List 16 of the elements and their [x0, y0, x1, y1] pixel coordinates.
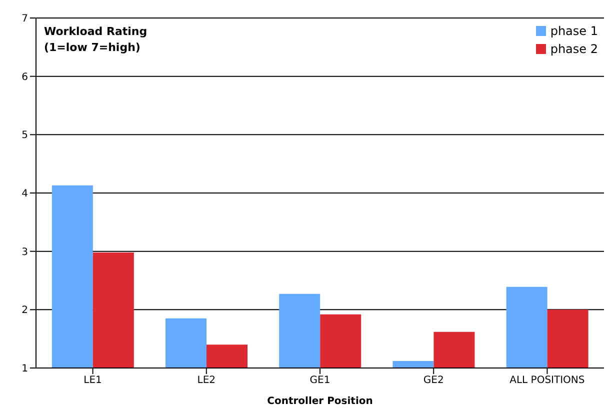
y-tick-label: 4 — [22, 188, 28, 200]
y-tick-label: 2 — [22, 305, 28, 316]
legend-label: phase 2 — [550, 41, 598, 58]
y-tick-label: 5 — [22, 130, 28, 142]
x-tick-label: GE1 — [310, 375, 330, 386]
x-tick-label: LE2 — [197, 375, 216, 386]
x-tick-label: GE2 — [423, 375, 444, 386]
x-axis-title: Controller Position — [267, 396, 373, 407]
y-tick-label: 3 — [22, 246, 28, 258]
y-tick-label: 1 — [22, 364, 28, 375]
y-tick-label: 6 — [22, 72, 28, 83]
x-tick-label: LE1 — [84, 375, 102, 386]
y-tick-label: 7 — [22, 14, 28, 25]
text: Workload Rating (1=low 7=high) — [44, 24, 148, 56]
x-tick-label: ALL POSITIONS — [510, 375, 585, 386]
legend-label: phase 1 — [550, 23, 598, 40]
